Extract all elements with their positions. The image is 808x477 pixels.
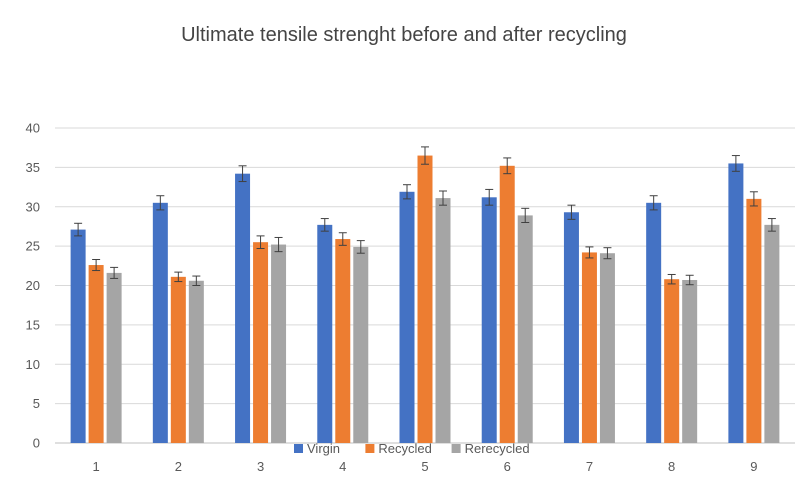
x-tick-label: 2	[175, 459, 182, 474]
y-tick-label: 30	[26, 199, 40, 214]
bar	[88, 265, 104, 443]
legend-swatch	[451, 444, 461, 453]
y-tick-label: 0	[33, 436, 40, 451]
legend-label: Virgin	[307, 441, 340, 456]
bar	[728, 163, 744, 443]
bar	[682, 279, 698, 443]
bar	[106, 272, 122, 443]
bar	[235, 173, 251, 444]
bar	[563, 212, 579, 443]
chart-title: Ultimate tensile strenght before and aft…	[181, 24, 627, 46]
x-tick-label: 7	[586, 459, 593, 474]
bar	[152, 202, 168, 443]
y-tick-label: 35	[26, 160, 40, 175]
y-tick-label: 25	[26, 239, 40, 254]
bar	[335, 239, 351, 443]
bar	[417, 155, 433, 443]
bar	[188, 280, 204, 443]
bar	[581, 252, 597, 443]
bar	[664, 279, 680, 443]
x-tick-label: 3	[257, 459, 264, 474]
y-tick-label: 15	[26, 317, 40, 332]
y-tick-label: 10	[26, 357, 40, 372]
bar	[70, 229, 86, 443]
bar	[499, 165, 515, 444]
bar	[399, 191, 415, 443]
bar	[353, 246, 369, 443]
legend-label: Rerecycled	[465, 441, 530, 456]
x-tick-label: 1	[92, 459, 99, 474]
x-tick-label: 5	[421, 459, 428, 474]
bar	[271, 244, 287, 443]
x-tick-label: 8	[668, 459, 675, 474]
legend-swatch	[365, 444, 375, 453]
x-tick-label: 6	[504, 459, 511, 474]
bar	[170, 276, 186, 443]
legend-swatch	[294, 444, 303, 453]
bar	[646, 202, 662, 443]
bar	[253, 242, 269, 443]
bar	[517, 215, 533, 443]
bar	[481, 197, 497, 443]
y-tick-label: 40	[26, 121, 40, 136]
bar	[764, 224, 780, 443]
y-tick-label: 5	[33, 396, 40, 411]
y-tick-label: 20	[26, 278, 40, 293]
x-tick-label: 4	[339, 459, 346, 474]
x-tick-label: 9	[750, 459, 757, 474]
bar	[317, 224, 333, 443]
bar	[435, 198, 451, 443]
bar	[599, 253, 615, 443]
bar	[746, 198, 762, 443]
legend-label: Recycled	[378, 441, 431, 456]
